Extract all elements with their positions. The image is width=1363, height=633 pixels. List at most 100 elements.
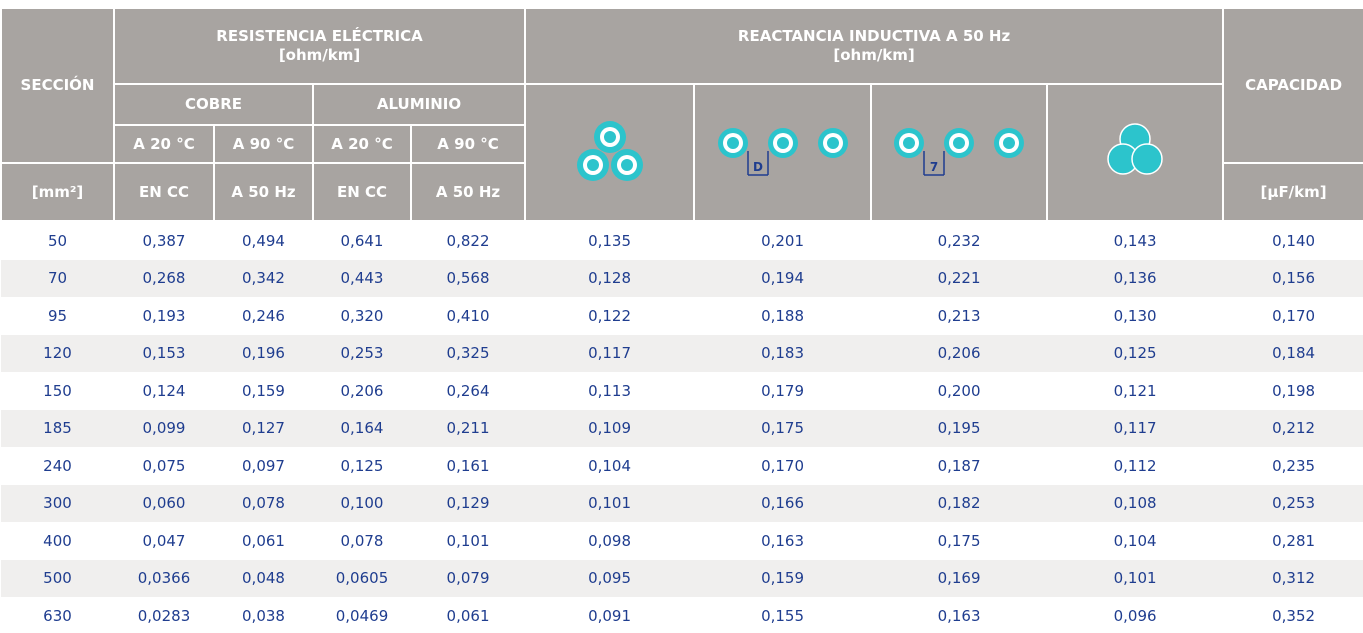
table-cell: 0,125 bbox=[340, 456, 384, 475]
table-cell: 0,206 bbox=[871, 334, 1048, 372]
spacing-label: 7 bbox=[930, 160, 938, 174]
reactancia-header: REACTANCIA INDUCTIVA A 50 Hz [ohm/km] bbox=[524, 7, 1225, 85]
table-cell: 0,124 bbox=[142, 381, 186, 400]
table-cell: 0,352 bbox=[1272, 606, 1316, 625]
table-cell: 240 bbox=[43, 456, 72, 475]
table-cell: 0,153 bbox=[114, 334, 214, 372]
table-cell: 0,091 bbox=[588, 606, 632, 625]
table-cell: 0,117 bbox=[1047, 409, 1224, 447]
table-cell: 0,099 bbox=[114, 409, 214, 447]
table-cell: 0,201 bbox=[761, 231, 805, 250]
table-cell: 0,232 bbox=[937, 231, 981, 250]
reactancia-unit: [ohm/km] bbox=[833, 46, 915, 64]
table-cell: 0,387 bbox=[142, 231, 186, 250]
table-cell: 0,822 bbox=[446, 231, 490, 250]
temp-header: A 20 °C bbox=[113, 124, 215, 164]
table-row: 70 0,268 0,342 0,443 0,568 0,128 0,194 0,221 0,1… bbox=[1, 259, 1363, 297]
table-cell: 0,182 bbox=[871, 484, 1048, 522]
table-cell: 0,095 bbox=[525, 559, 695, 597]
table-cell: 50 bbox=[47, 231, 68, 250]
table-cell: 0,122 bbox=[588, 306, 632, 325]
table-cell: 0,101 bbox=[446, 531, 490, 550]
seccion-unit: [mm²] bbox=[0, 162, 115, 222]
table-row: 300 0,060 0,078 0,100 0,129 0,101 0,166 0,182 0,… bbox=[1, 484, 1363, 522]
table-cell: 0,166 bbox=[694, 484, 872, 522]
table-cell: 0,188 bbox=[761, 306, 805, 325]
table-cell: 0,130 bbox=[1113, 306, 1157, 325]
table-row: 500 0,0366 0,048 0,0605 0,079 0,095 0,159 0,169… bbox=[1, 559, 1363, 597]
table-cell: 0,135 bbox=[588, 231, 632, 250]
resistencia-header: RESISTENCIA ELÉCTRICA [ohm/km] bbox=[112, 7, 527, 85]
table-cell: 0,143 bbox=[1113, 231, 1157, 250]
table-cell: 95 bbox=[47, 306, 68, 325]
table-cell: 0,104 bbox=[588, 456, 632, 475]
table-cell: 150 bbox=[43, 381, 72, 400]
spacing-label: D bbox=[753, 160, 763, 174]
table-cell: 0,163 bbox=[937, 606, 981, 625]
table-cell: 300 bbox=[1, 484, 114, 522]
table-cell: 0,198 bbox=[1272, 381, 1316, 400]
table-cell: 0,443 bbox=[313, 259, 411, 297]
table-cell: 0,212 bbox=[1223, 409, 1363, 447]
temp-header: A 90 °C bbox=[409, 124, 527, 164]
table-cell: 0,109 bbox=[525, 409, 695, 447]
table-cell: 0,161 bbox=[446, 456, 490, 475]
table-cell: 0,193 bbox=[142, 306, 186, 325]
table-cell: 400 bbox=[43, 531, 72, 550]
table-row: 185 0,099 0,127 0,164 0,211 0,109 0,175 0,195 0,… bbox=[1, 409, 1363, 447]
table-cell: 0,320 bbox=[340, 306, 384, 325]
flat-7-svg: 7 bbox=[894, 127, 1025, 176]
table-cell: 0,159 bbox=[242, 381, 285, 400]
condition-header: EN CC bbox=[312, 162, 412, 222]
table-cell: 0,047 bbox=[142, 531, 186, 550]
table-cell: 0,155 bbox=[761, 606, 805, 625]
table-cell: 0,213 bbox=[937, 306, 981, 325]
table-cell: 0,156 bbox=[1223, 259, 1363, 297]
temp-header: A 20 °C bbox=[312, 124, 412, 164]
table-cell: 0,078 bbox=[214, 484, 313, 522]
table-cell: 0,195 bbox=[871, 409, 1048, 447]
table-cell: 0,097 bbox=[242, 456, 285, 475]
table-cell: 0,108 bbox=[1047, 484, 1224, 522]
table-row: 240 0,075 0,097 0,125 0,161 0,104 0,170 0,187 0,… bbox=[1, 447, 1363, 485]
table-cell: 0,494 bbox=[242, 231, 285, 250]
temp-header: A 90 °C bbox=[213, 124, 314, 164]
trefoil-icon bbox=[524, 83, 696, 222]
table-cell: 0,169 bbox=[871, 559, 1048, 597]
seccion-header: SECCIÓN bbox=[0, 7, 115, 164]
table-cell: 0,096 bbox=[1113, 606, 1157, 625]
table-cell: 0,200 bbox=[937, 381, 981, 400]
table-cell: 0,101 bbox=[525, 484, 695, 522]
table-cell: 0,183 bbox=[694, 334, 872, 372]
table-cell: 0,159 bbox=[694, 559, 872, 597]
table-cell: 0,140 bbox=[1272, 231, 1316, 250]
table-cell: 0,061 bbox=[446, 606, 490, 625]
table-cell: 0,112 bbox=[1113, 456, 1157, 475]
table-cell: 0,235 bbox=[1272, 456, 1316, 475]
table-cell: 0,187 bbox=[937, 456, 981, 475]
table-cell: 0,061 bbox=[242, 531, 285, 550]
table-cell: 0,179 bbox=[761, 381, 805, 400]
data-table: SECCIÓN RESISTENCIA ELÉCTRICA [ohm/km] RE… bbox=[0, 7, 1363, 633]
table-row: 630 0,0283 0,038 0,0469 0,061 0,091 0,155 0,163… bbox=[1, 597, 1363, 633]
table-cell: 0,170 bbox=[1272, 306, 1316, 325]
table-cell: 0,129 bbox=[411, 484, 526, 522]
table-cell: 0,078 bbox=[340, 531, 384, 550]
table-cell: 0,325 bbox=[411, 334, 526, 372]
table-cell: 0,246 bbox=[242, 306, 285, 325]
table-cell: 0,121 bbox=[1113, 381, 1157, 400]
table-cell: 0,221 bbox=[871, 259, 1048, 297]
table-cell: 0,113 bbox=[588, 381, 632, 400]
table-cell: 0,128 bbox=[525, 259, 695, 297]
table-cell: 0,0283 bbox=[137, 606, 191, 625]
aluminio-header: ALUMINIO bbox=[311, 83, 527, 126]
bundle-svg bbox=[1107, 122, 1163, 175]
table-cell: 0,175 bbox=[937, 531, 981, 550]
table-cell: 0,194 bbox=[694, 259, 872, 297]
table-cell: 0,163 bbox=[761, 531, 805, 550]
table-row: 95 0,193 0,246 0,320 0,410 0,122 0,188 0,213 0,1… bbox=[1, 297, 1363, 335]
table-cell: 0,079 bbox=[411, 559, 526, 597]
table-cell: 0,175 bbox=[694, 409, 872, 447]
table-cell: 70 bbox=[1, 259, 114, 297]
